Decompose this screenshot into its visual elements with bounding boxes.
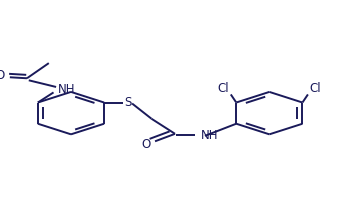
Text: S: S bbox=[124, 96, 131, 109]
Text: O: O bbox=[141, 138, 150, 152]
Text: O: O bbox=[0, 69, 5, 82]
Text: NH: NH bbox=[201, 129, 218, 142]
Text: Cl: Cl bbox=[218, 82, 229, 95]
Text: NH: NH bbox=[58, 83, 75, 96]
Text: Cl: Cl bbox=[309, 82, 321, 95]
